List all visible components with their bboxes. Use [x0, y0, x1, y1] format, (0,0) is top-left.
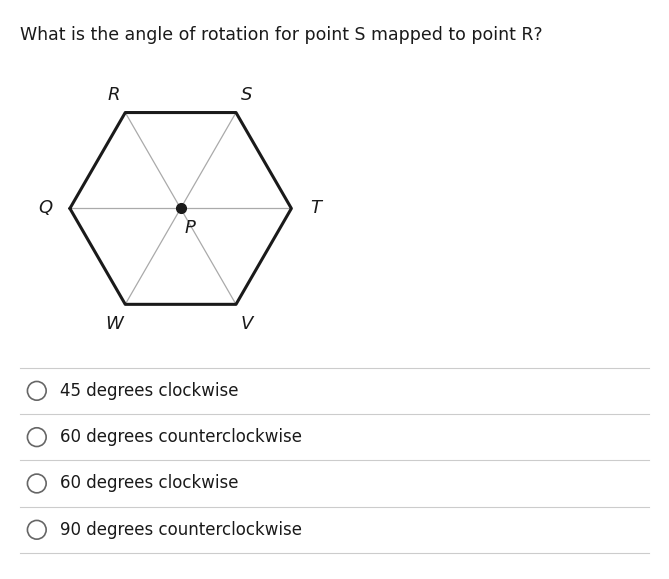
Text: 90 degrees counterclockwise: 90 degrees counterclockwise [60, 521, 302, 539]
Text: 60 degrees clockwise: 60 degrees clockwise [60, 474, 239, 493]
Text: R: R [108, 86, 120, 104]
Text: S: S [242, 86, 253, 104]
Text: What is the angle of rotation for point S mapped to point R?: What is the angle of rotation for point … [20, 26, 543, 44]
Text: P: P [184, 219, 195, 237]
Text: 60 degrees counterclockwise: 60 degrees counterclockwise [60, 428, 302, 446]
Text: W: W [105, 316, 123, 334]
Text: Q: Q [39, 199, 53, 218]
Text: 45 degrees clockwise: 45 degrees clockwise [60, 382, 239, 400]
Text: T: T [310, 199, 321, 218]
Text: V: V [241, 316, 254, 334]
